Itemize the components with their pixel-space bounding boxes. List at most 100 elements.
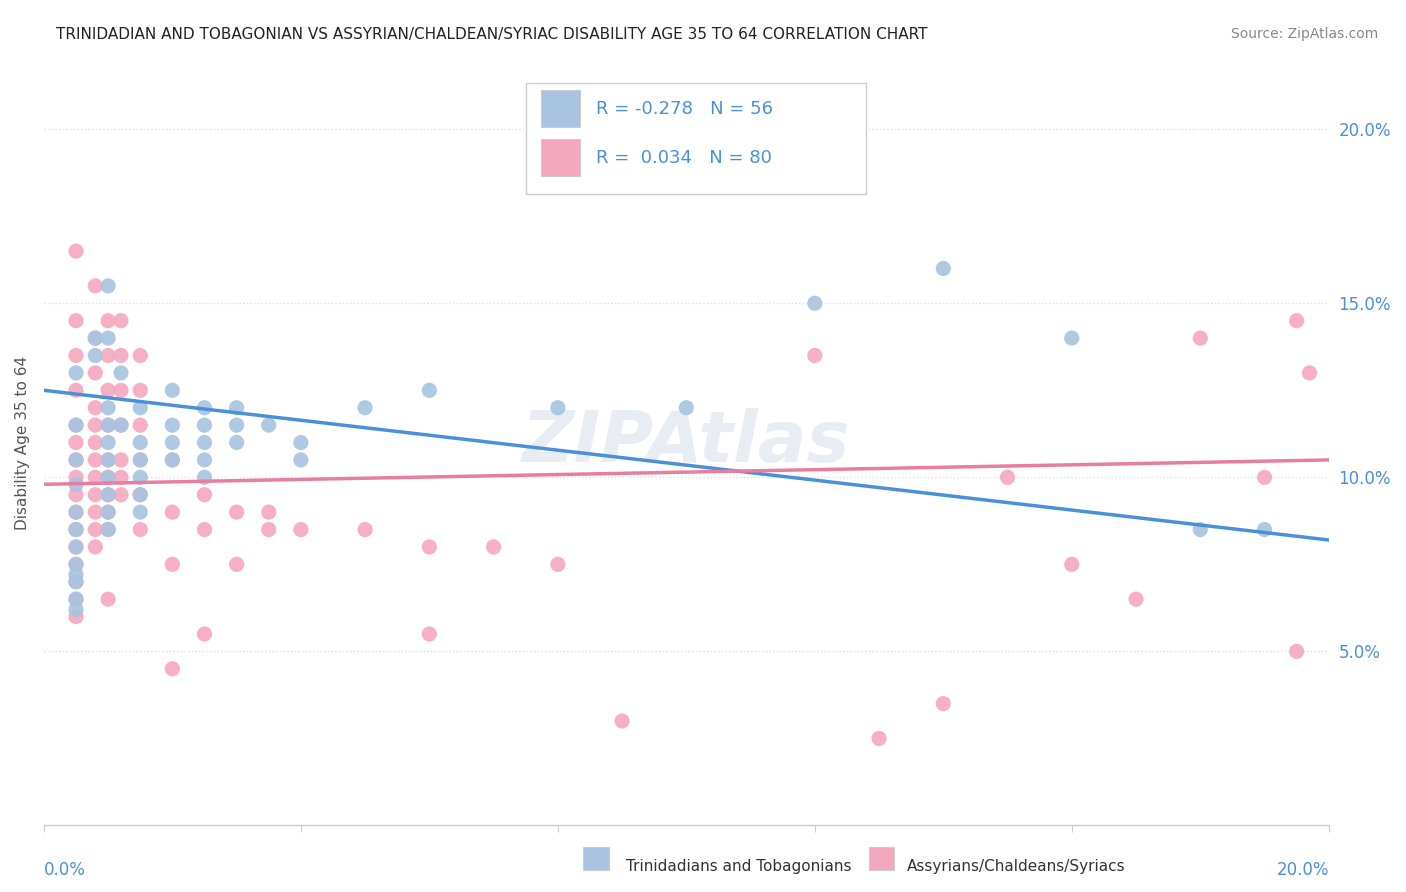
Point [65, 609, 87, 624]
Point [129, 523, 152, 537]
Point [97, 418, 120, 433]
Point [84, 366, 107, 380]
Point [65, 418, 87, 433]
Point [257, 505, 280, 519]
Point [225, 435, 247, 450]
Point [868, 731, 890, 746]
Point [110, 384, 132, 398]
Point [932, 697, 955, 711]
Point [65, 477, 87, 491]
Point [65, 384, 87, 398]
Point [162, 453, 184, 467]
Point [193, 418, 215, 433]
Point [1189, 331, 1212, 345]
Point [162, 384, 184, 398]
Text: Assyrians/Chaldeans/Syriacs: Assyrians/Chaldeans/Syriacs [907, 859, 1125, 874]
Point [84, 401, 107, 415]
Point [65, 602, 87, 616]
Point [97, 488, 120, 502]
Point [482, 540, 505, 554]
Point [129, 488, 152, 502]
Text: R =  0.034   N = 80: R = 0.034 N = 80 [596, 149, 772, 167]
Point [110, 418, 132, 433]
Point [97, 523, 120, 537]
Point [65, 435, 87, 450]
Point [162, 418, 184, 433]
Point [129, 401, 152, 415]
Point [1285, 644, 1308, 658]
Point [1060, 558, 1083, 572]
Point [290, 523, 312, 537]
Point [804, 296, 827, 310]
Point [97, 278, 120, 293]
Point [97, 331, 120, 345]
Point [225, 401, 247, 415]
Point [257, 523, 280, 537]
Point [110, 470, 132, 484]
Point [65, 470, 87, 484]
Point [225, 558, 247, 572]
Point [290, 453, 312, 467]
Point [418, 627, 440, 641]
Point [97, 418, 120, 433]
Point [193, 401, 215, 415]
Point [997, 470, 1019, 484]
Point [129, 453, 152, 467]
Point [162, 662, 184, 676]
Point [65, 558, 87, 572]
Text: Source: ZipAtlas.com: Source: ZipAtlas.com [1230, 27, 1378, 41]
Point [1060, 331, 1083, 345]
Point [97, 384, 120, 398]
Point [193, 435, 215, 450]
Point [65, 366, 87, 380]
Point [110, 418, 132, 433]
FancyBboxPatch shape [526, 83, 866, 194]
Point [84, 435, 107, 450]
Point [84, 523, 107, 537]
Point [225, 418, 247, 433]
Point [84, 453, 107, 467]
Text: TRINIDADIAN AND TOBAGONIAN VS ASSYRIAN/CHALDEAN/SYRIAC DISABILITY AGE 35 TO 64 C: TRINIDADIAN AND TOBAGONIAN VS ASSYRIAN/C… [56, 27, 928, 42]
Point [225, 505, 247, 519]
Point [84, 470, 107, 484]
Point [193, 488, 215, 502]
Point [97, 470, 120, 484]
Point [84, 278, 107, 293]
Point [65, 488, 87, 502]
Point [65, 567, 87, 582]
Point [162, 505, 184, 519]
Point [110, 314, 132, 328]
Point [97, 401, 120, 415]
Point [65, 540, 87, 554]
Point [1125, 592, 1147, 607]
Point [97, 314, 120, 328]
Point [84, 488, 107, 502]
Point [547, 401, 569, 415]
Point [65, 453, 87, 467]
Text: ZIPAtlas: ZIPAtlas [522, 408, 851, 477]
Point [675, 401, 697, 415]
Point [1253, 470, 1275, 484]
Point [162, 558, 184, 572]
Point [610, 714, 633, 728]
Point [65, 505, 87, 519]
Point [1298, 366, 1320, 380]
Point [97, 505, 120, 519]
Point [129, 505, 152, 519]
Point [65, 505, 87, 519]
Point [84, 505, 107, 519]
Text: 0.0%: 0.0% [44, 861, 86, 880]
Point [84, 540, 107, 554]
Point [65, 558, 87, 572]
Point [193, 453, 215, 467]
Point [193, 627, 215, 641]
Point [354, 401, 377, 415]
Point [65, 349, 87, 363]
Point [65, 540, 87, 554]
Point [97, 505, 120, 519]
Point [110, 349, 132, 363]
Point [65, 523, 87, 537]
Point [129, 418, 152, 433]
Point [65, 592, 87, 607]
Point [162, 435, 184, 450]
